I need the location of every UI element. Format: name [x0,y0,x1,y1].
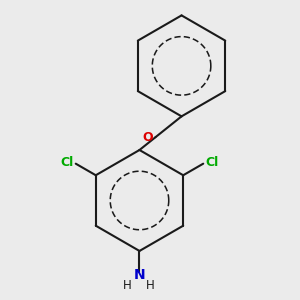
Text: O: O [143,131,153,144]
Text: N: N [134,268,145,282]
Text: H: H [122,279,131,292]
Text: H: H [146,279,154,292]
Text: Cl: Cl [205,156,218,169]
Text: Cl: Cl [61,156,74,169]
